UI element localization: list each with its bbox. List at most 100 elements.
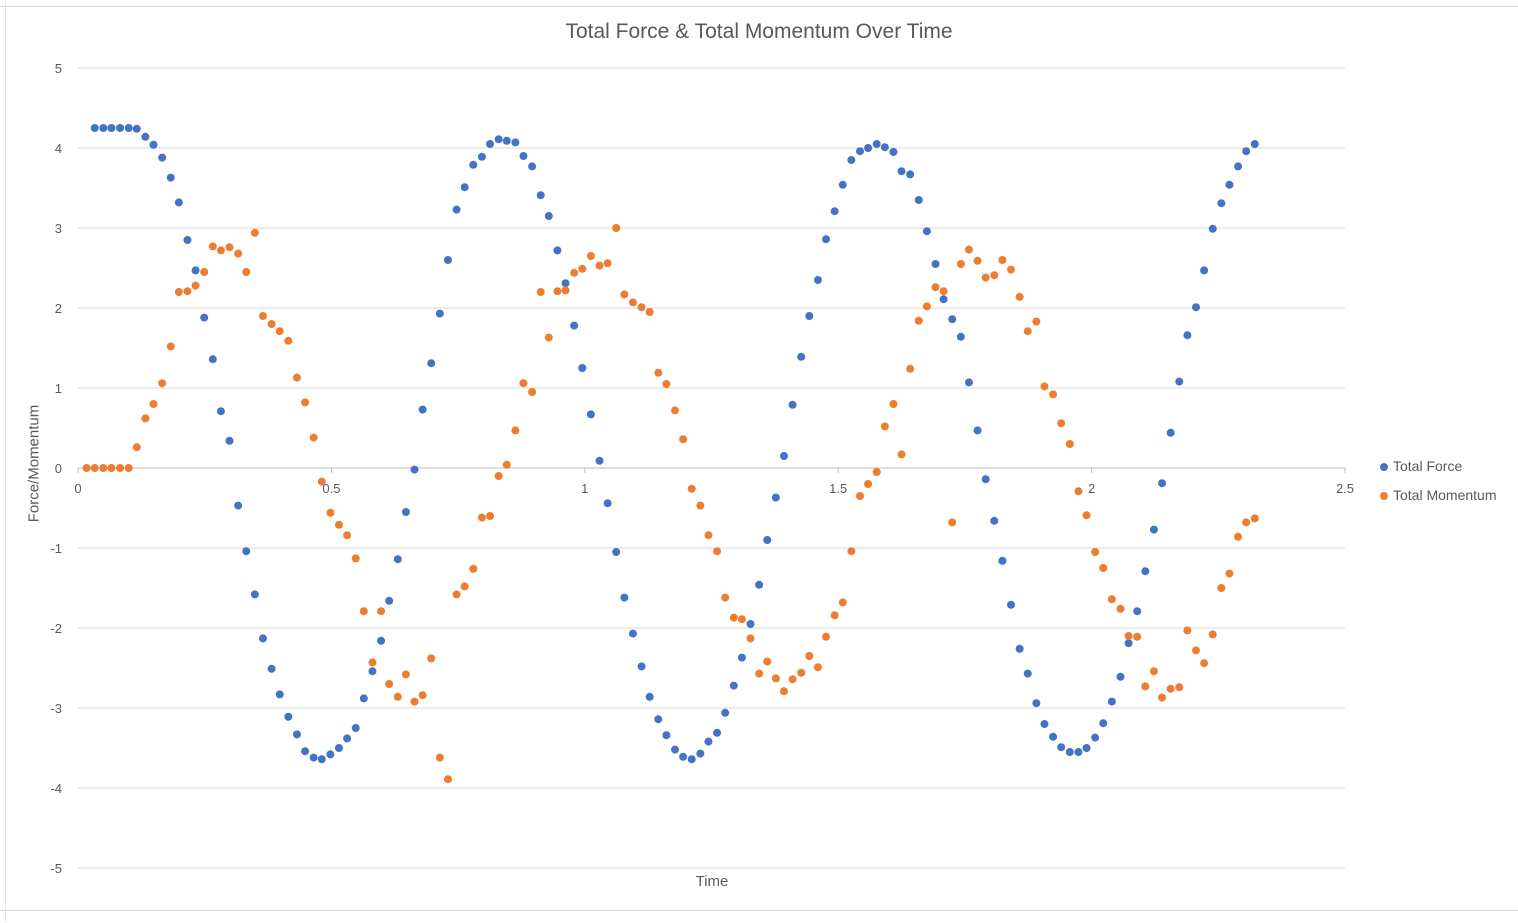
data-point	[418, 405, 427, 414]
data-point	[729, 681, 738, 690]
data-point	[654, 368, 663, 377]
data-point	[116, 124, 125, 132]
data-point	[553, 246, 562, 255]
data-point	[124, 464, 133, 472]
data-point	[1133, 607, 1142, 616]
data-point	[418, 691, 427, 700]
data-point	[620, 593, 629, 602]
data-point	[1242, 518, 1251, 527]
data-point	[284, 336, 293, 345]
data-point	[242, 547, 251, 556]
x-tick-label: 2	[1088, 481, 1095, 496]
x-tick-label: 1	[581, 481, 588, 496]
data-point	[906, 364, 915, 373]
data-point	[931, 283, 940, 292]
data-point	[1183, 626, 1192, 635]
data-point	[326, 508, 335, 517]
data-point	[679, 752, 688, 761]
y-tick-label: -4	[50, 781, 62, 796]
legend-marker-total-momentum	[1380, 492, 1388, 500]
data-point	[149, 140, 158, 149]
data-point	[737, 615, 746, 624]
data-point	[267, 320, 276, 328]
data-point	[998, 256, 1007, 264]
data-point	[1158, 479, 1167, 488]
data-point	[242, 268, 251, 276]
data-point	[763, 536, 772, 544]
data-point	[141, 414, 150, 423]
legend-item-total-momentum: Total Momentum	[1380, 487, 1515, 516]
data-point	[351, 724, 360, 732]
data-point	[326, 750, 335, 759]
data-point	[671, 406, 680, 415]
data-point	[1049, 732, 1058, 741]
data-point	[746, 634, 755, 643]
data-point	[612, 548, 621, 556]
data-point	[956, 332, 965, 341]
data-point	[948, 315, 957, 324]
y-tick-label: 0	[55, 461, 62, 476]
data-point	[1133, 632, 1142, 641]
data-point	[645, 692, 654, 701]
data-point	[813, 276, 822, 284]
data-point	[234, 501, 243, 510]
data-point	[922, 302, 931, 311]
data-point	[301, 398, 310, 407]
data-point	[922, 227, 931, 236]
x-tick-label: 1.5	[829, 481, 847, 496]
data-point	[519, 152, 528, 160]
data-point	[704, 531, 713, 540]
data-point	[813, 663, 822, 672]
data-point	[427, 654, 436, 663]
data-point	[1225, 569, 1234, 578]
data-point	[914, 316, 923, 325]
data-point	[897, 450, 906, 459]
data-point	[544, 333, 553, 342]
data-point	[1057, 743, 1066, 752]
data-point	[1217, 199, 1226, 208]
data-point	[1074, 487, 1083, 496]
data-point	[696, 749, 705, 758]
data-point	[124, 124, 133, 132]
data-point	[1032, 317, 1041, 326]
data-point	[687, 484, 696, 493]
data-point	[1158, 693, 1167, 702]
data-point	[519, 379, 528, 388]
data-point	[99, 464, 108, 472]
data-point	[301, 747, 310, 756]
data-point	[284, 712, 293, 721]
data-point	[1208, 224, 1217, 233]
data-point	[401, 508, 410, 516]
data-point	[486, 512, 495, 520]
data-point	[511, 138, 520, 147]
data-point	[250, 228, 259, 237]
data-point	[1175, 683, 1184, 692]
data-point	[939, 287, 948, 296]
data-point	[1250, 140, 1259, 148]
y-tick-label: -1	[50, 541, 62, 556]
y-tick-label: 1	[55, 381, 62, 396]
data-point	[637, 303, 646, 312]
data-point	[502, 460, 511, 469]
data-point	[393, 692, 402, 701]
data-point	[847, 547, 856, 556]
data-point	[351, 554, 360, 563]
data-point	[486, 140, 495, 148]
data-point	[864, 144, 873, 152]
data-point	[90, 464, 99, 472]
data-point	[309, 433, 318, 442]
data-point	[570, 321, 579, 330]
data-point	[410, 697, 419, 706]
data-point	[990, 271, 999, 280]
data-point	[1200, 266, 1209, 275]
data-point	[880, 143, 889, 152]
data-series	[82, 124, 1259, 784]
data-point	[427, 359, 436, 368]
data-point	[822, 235, 831, 244]
x-tick-label: 0	[74, 481, 81, 496]
data-point	[973, 426, 982, 435]
sheet-ruler-left	[0, 0, 6, 922]
data-point	[612, 224, 621, 232]
data-point	[755, 580, 764, 589]
data-point	[502, 136, 511, 145]
